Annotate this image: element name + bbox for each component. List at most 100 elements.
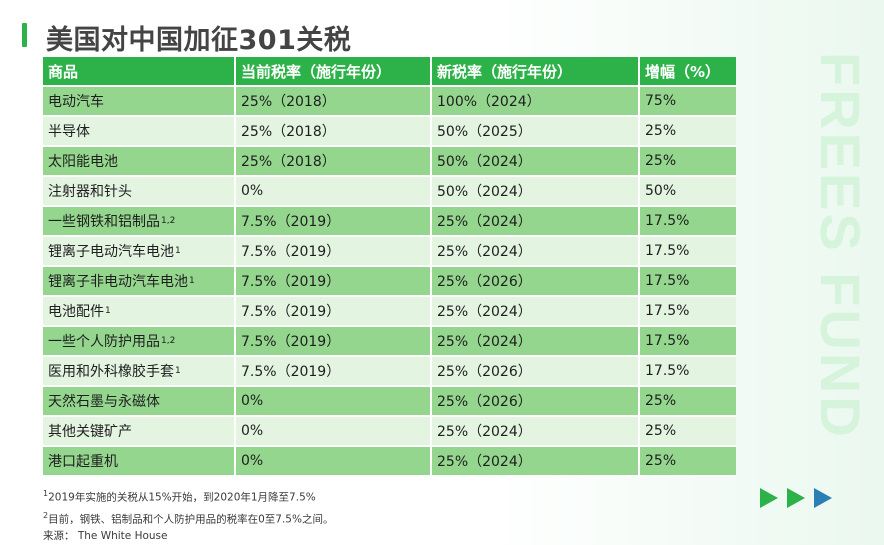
cell-current-rate-text: 25%（2018） — [241, 154, 336, 170]
cell-current-rate-text: 7.5%（2019） — [241, 274, 341, 290]
cell-increase: 17.5% — [640, 207, 736, 237]
cell-current-rate: 25%（2018） — [236, 117, 432, 147]
table-row: 锂离子电动汽车电池1 7.5%（2019） 25%（2024） 17.5% — [43, 237, 736, 267]
cell-current-rate: 7.5%（2019） — [236, 357, 432, 387]
cell-increase-text: 25% — [645, 453, 677, 469]
cell-current-rate: 0% — [236, 447, 432, 477]
cell-current-rate-text: 7.5%（2019） — [241, 364, 341, 380]
cell-increase: 50% — [640, 177, 736, 207]
cell-increase-text: 75% — [645, 93, 677, 109]
cell-current-rate: 25%（2018） — [236, 147, 432, 177]
cell-new-rate: 25%（2024） — [432, 417, 640, 447]
cell-item-text: 医用和外科橡胶手套 — [48, 364, 174, 380]
footnote-marker: 1,2 — [161, 216, 176, 226]
cell-increase-text: 25% — [645, 153, 677, 169]
table-row: 一些钢铁和铝制品1,2 7.5%（2019） 25%（2024） 17.5% — [43, 207, 736, 237]
cell-item: 电池配件1 — [43, 297, 236, 327]
cell-new-rate-text: 50%（2024） — [437, 184, 532, 200]
cell-current-rate: 7.5%（2019） — [236, 207, 432, 237]
decorative-arrows — [760, 488, 832, 508]
cell-current-rate-text: 0% — [241, 453, 264, 469]
cell-increase: 25% — [640, 147, 736, 177]
cell-item-text: 半导体 — [48, 124, 90, 140]
table-row: 电池配件1 7.5%（2019） 25%（2024） 17.5% — [43, 297, 736, 327]
cell-item: 港口起重机 — [43, 447, 236, 477]
cell-increase-text: 17.5% — [645, 333, 690, 349]
source-note: 来源： The White House — [43, 530, 168, 542]
cell-item: 一些个人防护用品1,2 — [43, 327, 236, 357]
cell-item: 电动汽车 — [43, 87, 236, 117]
header-item: 商品 — [43, 57, 236, 87]
cell-current-rate: 7.5%（2019） — [236, 237, 432, 267]
table-row: 天然石墨与永磁体 0% 25%（2026） 25% — [43, 387, 736, 417]
title-accent-bar — [22, 23, 27, 47]
header-increase: 增幅（%） — [640, 57, 736, 87]
cell-item: 锂离子非电动汽车电池1 — [43, 267, 236, 297]
watermark-text: FREES FUND — [809, 52, 872, 440]
cell-current-rate-text: 0% — [241, 423, 264, 439]
cell-increase-text: 25% — [645, 123, 677, 139]
cell-new-rate-text: 25%（2024） — [437, 214, 532, 230]
cell-item-text: 电池配件 — [48, 304, 104, 320]
cell-item: 其他关键矿产 — [43, 417, 236, 447]
cell-new-rate: 50%（2024） — [432, 147, 640, 177]
cell-current-rate: 25%（2018） — [236, 87, 432, 117]
cell-increase: 25% — [640, 417, 736, 447]
cell-new-rate-text: 100%（2024） — [437, 94, 541, 110]
cell-new-rate: 25%（2024） — [432, 447, 640, 477]
cell-increase-text: 17.5% — [645, 243, 690, 259]
cell-current-rate-text: 25%（2018） — [241, 124, 336, 140]
cell-item-text: 一些个人防护用品 — [48, 334, 160, 350]
cell-current-rate: 7.5%（2019） — [236, 267, 432, 297]
header-current-rate: 当前税率（施行年份） — [236, 57, 432, 87]
cell-item-text: 锂离子电动汽车电池 — [48, 244, 174, 260]
cell-current-rate: 0% — [236, 387, 432, 417]
footnote-marker: 1 — [105, 306, 111, 316]
cell-increase: 75% — [640, 87, 736, 117]
footnote-marker: 1 — [189, 276, 195, 286]
tariff-table: 商品 当前税率（施行年份） 新税率（施行年份） 增幅（%） 电动汽车 25%（20… — [43, 57, 736, 477]
cell-increase: 17.5% — [640, 327, 736, 357]
cell-item-text: 天然石墨与永磁体 — [48, 394, 160, 410]
table-header-row: 商品 当前税率（施行年份） 新税率（施行年份） 增幅（%） — [43, 57, 736, 87]
table-row: 其他关键矿产 0% 25%（2024） 25% — [43, 417, 736, 447]
cell-current-rate: 7.5%（2019） — [236, 297, 432, 327]
footnote-1: 12019年实施的关税从15%开始，到2020年1月降至7.5% — [43, 489, 316, 504]
cell-current-rate-text: 7.5%（2019） — [241, 244, 341, 260]
play-arrow-icon — [787, 488, 805, 508]
play-arrow-icon — [814, 488, 832, 508]
cell-increase: 25% — [640, 387, 736, 417]
cell-new-rate-text: 50%（2024） — [437, 154, 532, 170]
cell-item-text: 电动汽车 — [48, 94, 104, 110]
cell-item: 锂离子电动汽车电池1 — [43, 237, 236, 267]
footnote-marker: 1 — [175, 366, 181, 376]
cell-new-rate: 25%（2024） — [432, 207, 640, 237]
cell-new-rate: 25%（2024） — [432, 237, 640, 267]
cell-item-text: 其他关键矿产 — [48, 424, 132, 440]
table-row: 一些个人防护用品1,2 7.5%（2019） 25%（2024） 17.5% — [43, 327, 736, 357]
table-row: 注射器和针头 0% 50%（2024） 50% — [43, 177, 736, 207]
cell-increase: 17.5% — [640, 297, 736, 327]
cell-current-rate-text: 25%（2018） — [241, 94, 336, 110]
cell-increase: 25% — [640, 117, 736, 147]
cell-new-rate-text: 25%（2024） — [437, 454, 532, 470]
footnote-marker: 1,2 — [161, 336, 176, 346]
cell-increase-text: 17.5% — [645, 213, 690, 229]
cell-item: 半导体 — [43, 117, 236, 147]
cell-increase: 17.5% — [640, 357, 736, 387]
cell-increase-text: 25% — [645, 393, 677, 409]
cell-current-rate: 7.5%（2019） — [236, 327, 432, 357]
table-row: 锂离子非电动汽车电池1 7.5%（2019） 25%（2026） 17.5% — [43, 267, 736, 297]
table-row: 电动汽车 25%（2018） 100%（2024） 75% — [43, 87, 736, 117]
cell-current-rate-text: 7.5%（2019） — [241, 304, 341, 320]
cell-item: 太阳能电池 — [43, 147, 236, 177]
cell-increase: 17.5% — [640, 237, 736, 267]
table-row: 医用和外科橡胶手套1 7.5%（2019） 25%（2026） 17.5% — [43, 357, 736, 387]
table-row: 半导体 25%（2018） 50%（2025） 25% — [43, 117, 736, 147]
cell-new-rate: 25%（2026） — [432, 267, 640, 297]
footnotes: 12019年实施的关税从15%开始，到2020年1月降至7.5% 2目前，钢铁、… — [43, 485, 333, 545]
cell-new-rate-text: 25%（2026） — [437, 274, 532, 290]
page-title: 美国对中国加征301关税 — [46, 25, 352, 56]
cell-new-rate-text: 25%（2026） — [437, 364, 532, 380]
cell-new-rate: 25%（2026） — [432, 387, 640, 417]
